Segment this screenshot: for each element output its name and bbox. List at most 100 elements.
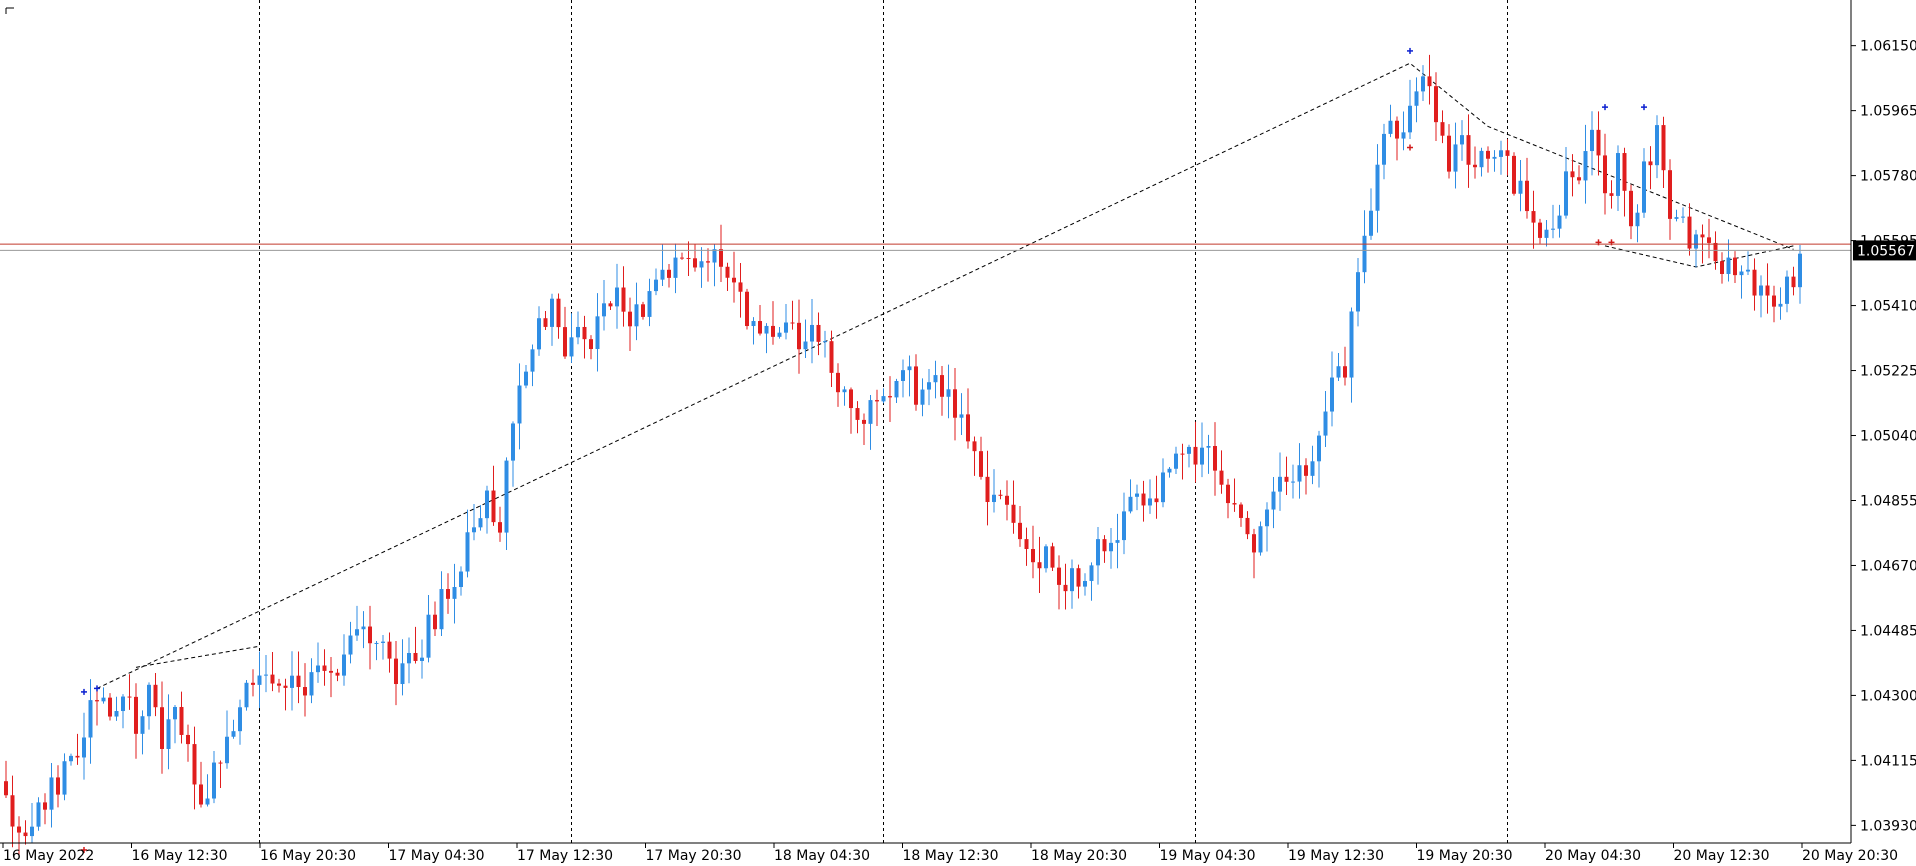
candle-body (1707, 237, 1711, 243)
candle-body (745, 291, 749, 327)
candle-body (1018, 522, 1022, 540)
candle-body (829, 341, 834, 373)
time-tick-label: 16 May 12:30 (132, 848, 228, 864)
candle-body (264, 674, 268, 676)
candle-body (1726, 257, 1731, 274)
price-tag-label: 1.05567 (1857, 243, 1915, 259)
time-tick-label: 17 May 04:30 (389, 848, 485, 864)
candle-body (621, 287, 626, 312)
candle-body (1310, 461, 1315, 476)
candle-body (1167, 468, 1172, 473)
candle-body (1219, 470, 1224, 485)
candle-body (1570, 171, 1575, 178)
candle-body (1629, 190, 1633, 227)
candle-body (1577, 177, 1581, 181)
candle-body (641, 304, 645, 317)
candle-body (147, 684, 151, 717)
candle-body (751, 321, 756, 327)
candle-body (1603, 155, 1607, 194)
time-tick-label: 20 May 04:30 (1545, 848, 1641, 864)
candle-body (368, 626, 372, 644)
candle-body (1674, 217, 1679, 219)
candle-body (784, 322, 788, 333)
candle-body (1778, 303, 1783, 307)
candle-body (803, 341, 808, 350)
candle-body (823, 341, 827, 343)
candle-body (1453, 144, 1458, 172)
candle-body (1609, 193, 1614, 196)
candle-body (1791, 276, 1796, 288)
candle-body (1414, 91, 1419, 106)
candle-body (901, 370, 905, 381)
candle-body (615, 287, 619, 307)
candle-body (725, 266, 730, 278)
candle-body (849, 389, 853, 409)
candle-body (1551, 228, 1555, 230)
candle-body (1720, 261, 1724, 274)
candle-body (966, 414, 970, 442)
candle-body (355, 629, 359, 636)
candle-body (1505, 150, 1510, 156)
candle-body (257, 675, 262, 685)
candle-body (543, 318, 548, 327)
candle-body (771, 325, 775, 337)
candle-body (433, 614, 437, 630)
candle-body (121, 696, 125, 712)
candle-body (1252, 534, 1256, 553)
candle-body (140, 716, 145, 734)
candle-body (654, 279, 658, 292)
candle-body (764, 325, 769, 334)
candle-body (1557, 215, 1562, 229)
candle-body (166, 719, 171, 749)
candle-body (758, 321, 762, 334)
price-tag-background (1853, 240, 1916, 261)
candle-body (992, 494, 996, 503)
axes (0, 0, 1852, 844)
time-tick-label: 16 May 20:30 (260, 848, 356, 864)
candle-body (114, 711, 119, 717)
time-tick-label: 18 May 12:30 (903, 848, 999, 864)
candle-body (1694, 234, 1698, 249)
candle-body (478, 518, 483, 528)
candle-body (1655, 125, 1659, 166)
time-tick-label: 19 May 04:30 (1160, 848, 1256, 864)
candle-body (706, 261, 710, 263)
candle-body (387, 641, 392, 659)
candle-body (498, 522, 502, 533)
candle-body (1135, 493, 1139, 497)
candle-body (49, 777, 54, 810)
candle-body (1538, 222, 1542, 238)
candle-body (1193, 446, 1198, 465)
candle-body (1343, 366, 1347, 378)
candle-body (907, 366, 912, 371)
candle-body (322, 665, 327, 671)
candle-body (667, 269, 671, 278)
candle-body (1622, 153, 1627, 191)
candle-body (1635, 212, 1640, 227)
candle-body (1492, 156, 1497, 159)
candle-body (186, 734, 190, 745)
candle-body (1440, 122, 1445, 136)
candle-body (1044, 546, 1048, 569)
candle-body (1596, 129, 1601, 156)
candle-body (1512, 155, 1516, 194)
price-tick-label: 1.04115 (1860, 753, 1916, 769)
candle-body (238, 707, 242, 732)
candle-body (1564, 171, 1568, 216)
candle-body (179, 706, 184, 735)
candle-body (524, 371, 528, 386)
time-tick-label: 18 May 04:30 (774, 848, 870, 864)
candle-body (946, 389, 951, 397)
price-tick-label: 1.05410 (1860, 299, 1916, 315)
candle-body (1245, 517, 1250, 535)
candle-body (1525, 180, 1529, 212)
candle-body (4, 781, 8, 796)
candle-body (686, 257, 691, 259)
candle-body (1115, 540, 1120, 543)
candle-body (693, 258, 697, 268)
price-tick-label: 1.04670 (1860, 558, 1916, 574)
candle-body (1388, 120, 1393, 134)
time-tick-label: 16 May 2022 (3, 848, 94, 864)
candle-body (979, 451, 983, 477)
